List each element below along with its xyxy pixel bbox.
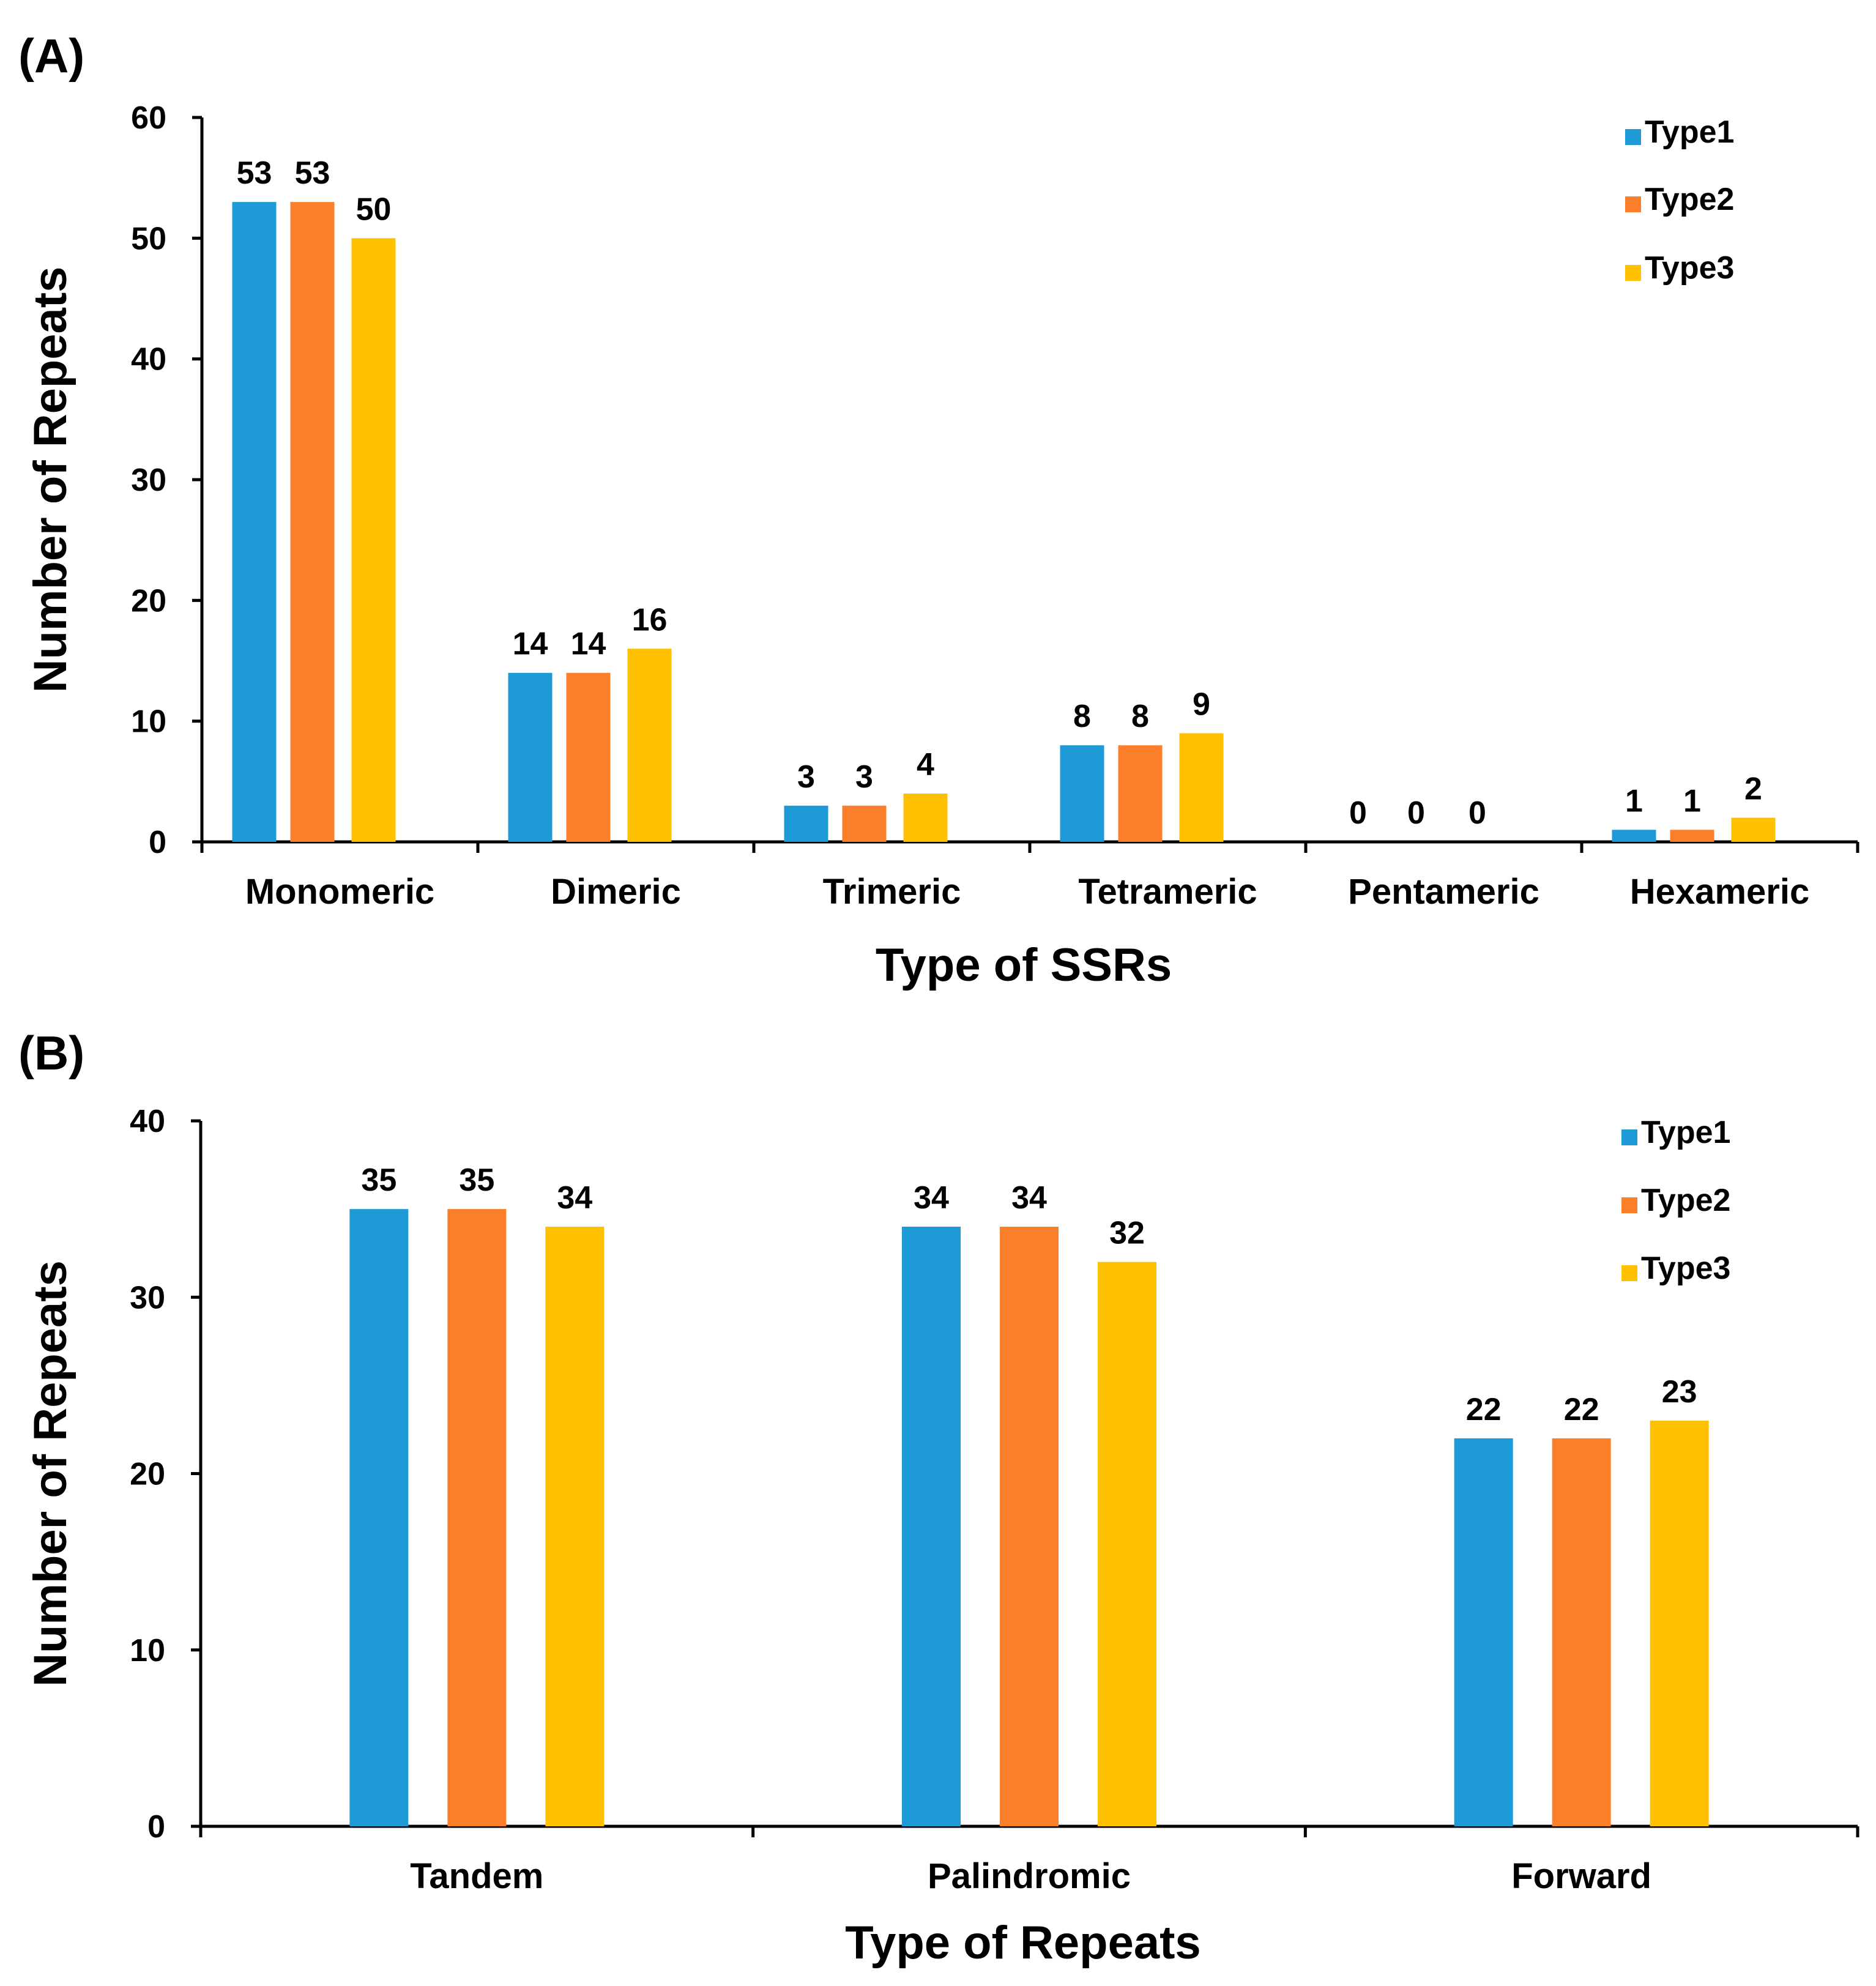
data-label: 34 [557,1180,592,1216]
bar-type2 [1000,1226,1059,1826]
category-label: Tandem [410,1856,543,1896]
y-tick-label: 20 [130,1457,165,1492]
category-label: Hexameric [1630,872,1809,912]
bar-type2 [1118,745,1163,842]
data-label: 34 [1011,1180,1047,1216]
data-label: 8 [1131,699,1149,734]
data-label: 2 [1744,772,1762,807]
y-tick-label: 30 [131,463,166,498]
data-label: 53 [237,155,272,191]
bar-type3 [351,238,396,842]
y-tick-label: 40 [131,342,166,377]
bar-type2 [842,805,887,842]
y-tick-label: 20 [131,583,166,619]
chart-panel-b: (B) 0 10 20 30 40 Tandem 35 35 34 Palindromic 34 34 3… [18,1026,1859,1969]
panel-label: (A) [18,29,84,83]
data-label: 14 [571,627,606,662]
bar-type3 [627,649,672,842]
bar-type1 [508,672,553,842]
legend-swatch-type3 [1625,265,1641,281]
data-label: 0 [1468,795,1486,831]
y-axis-title: Number of Repeats [24,267,76,693]
legend-swatch-type2 [1625,196,1641,212]
data-label: 35 [361,1162,396,1198]
bar-type3 [1650,1421,1709,1826]
x-axis-title: Type of SSRs [876,939,1172,991]
y-tick-label: 0 [149,825,166,860]
data-label: 1 [1625,783,1643,819]
data-label: 16 [632,602,668,638]
legend-label: Type2 [1641,1183,1730,1218]
bar-type1 [784,805,828,842]
bar-type2 [1670,830,1714,842]
bar-type2 [1552,1438,1611,1826]
data-label: 50 [356,192,392,227]
bar-type2 [447,1209,507,1826]
data-label: 3 [855,759,873,795]
data-label: 22 [1466,1392,1502,1427]
category-label: Monomeric [245,872,434,912]
bar-type3 [903,794,948,842]
legend-swatch-type3 [1621,1265,1637,1281]
legend-swatch-type2 [1621,1197,1637,1213]
bar-type2 [566,672,611,842]
category-label: Forward [1511,1856,1651,1896]
legend-label: Type1 [1641,1115,1730,1150]
data-label: 4 [917,747,934,783]
data-label: 22 [1564,1392,1599,1427]
data-label: 0 [1349,795,1367,831]
legend-label: Type3 [1645,250,1734,286]
bar-type1 [1454,1438,1513,1826]
y-tick-label: 10 [130,1633,165,1668]
data-label: 53 [295,155,330,191]
bar-type3 [1731,817,1776,842]
category-label: Pentameric [1348,872,1539,912]
y-tick-label: 60 [131,100,166,136]
bar-type3 [1179,733,1224,842]
bar-type3 [545,1226,605,1826]
panel-label: (B) [18,1026,84,1080]
legend-swatch-type1 [1625,129,1641,145]
y-tick-label: 30 [130,1280,165,1315]
bar-type1 [1612,830,1656,842]
bar-type2 [290,202,335,842]
x-axis-title: Type of Repeats [845,1917,1200,1969]
category-label: Palindromic [928,1856,1131,1896]
data-label: 34 [914,1180,949,1216]
y-tick-label: 50 [131,221,166,256]
category-label: Dimeric [551,872,681,912]
data-label: 9 [1193,686,1210,722]
data-label: 14 [513,627,548,662]
data-label: 1 [1683,783,1701,819]
legend-swatch-type1 [1621,1129,1637,1145]
data-label: 23 [1662,1374,1697,1410]
legend-label: Type1 [1645,114,1734,150]
data-label: 3 [797,759,815,795]
bar-type1 [349,1209,409,1826]
y-tick-label: 10 [131,704,166,740]
y-tick-label: 40 [130,1104,165,1139]
data-label: 0 [1407,795,1425,831]
bar-type1 [902,1226,961,1826]
data-label: 35 [459,1162,494,1198]
bar-type3 [1098,1262,1156,1826]
data-label: 32 [1109,1216,1145,1251]
category-label: Trimeric [823,872,961,912]
category-label: Tetrameric [1078,872,1257,912]
bar-type1 [232,202,277,842]
y-axis-title: Number of Repeats [24,1260,76,1687]
legend-label: Type2 [1645,182,1734,217]
data-label: 8 [1073,699,1091,734]
bar-type1 [1060,745,1104,842]
legend-label: Type3 [1641,1251,1730,1286]
y-tick-label: 0 [147,1809,165,1845]
